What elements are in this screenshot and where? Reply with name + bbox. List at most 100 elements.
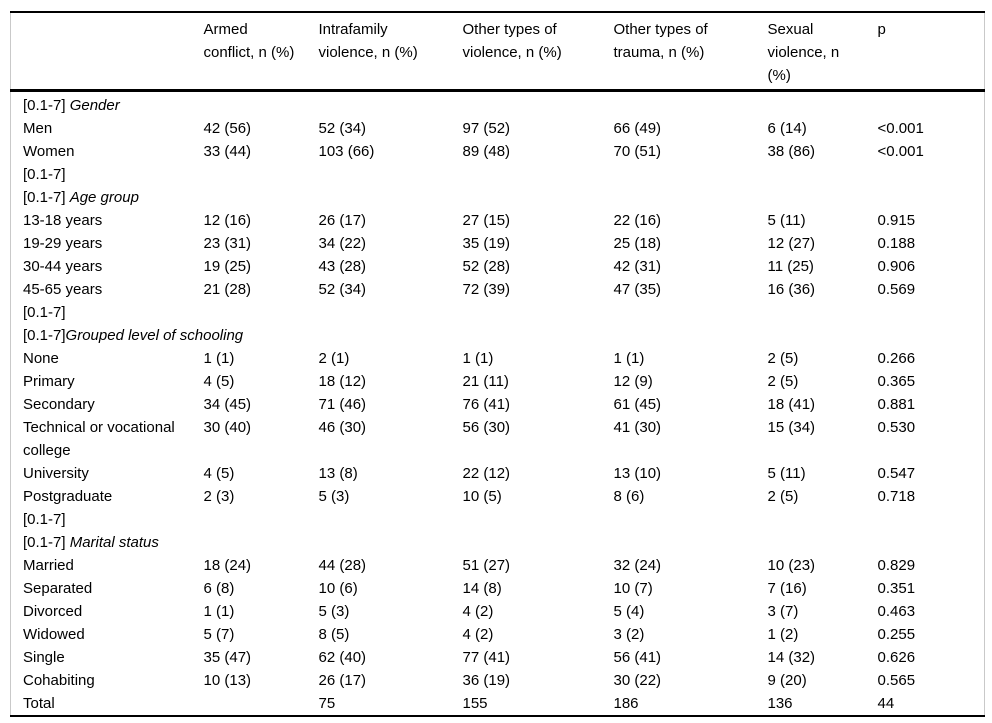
cell-value: 12 (27) [767,235,816,252]
cell-value: 44 [877,695,895,712]
column-header: p [877,21,886,38]
cell-value: 0.906 [877,258,916,275]
table-row: Postgraduate 2 (3) 5 (3) 10 (5) 8 (6) 2 (5) 0.… [11,485,985,508]
section-title: Age group [69,189,139,206]
cell-value: 30 (40) [203,419,252,436]
cell-value: 136 [767,695,793,712]
cell-value: 9 (20) [767,672,807,689]
cell-value: 12 (16) [203,212,252,229]
cell-value: 62 (40) [318,649,367,666]
column-header: Armed conflict, n (%) [203,21,295,61]
cell-value: 21 (28) [203,281,252,298]
row-label: 45-65 years [23,281,103,298]
row-label: Primary [23,373,75,390]
spacer-label: [0.1-7] [11,508,985,531]
cell-value: 43 (28) [318,258,367,275]
table-row: Separated 6 (8) 10 (6) 14 (8) 10 (7) 7 (16) 0.… [11,577,985,600]
bracket-prefix: [0.1-7] [23,97,70,114]
cell-value: 35 (47) [203,649,252,666]
cell-value: 51 (27) [462,557,511,574]
column-header: Other types of violence, n (%) [462,21,562,61]
cell-value: 0.547 [877,465,916,482]
cell-value: 0.188 [877,235,916,252]
cell-value: 13 (10) [613,465,662,482]
cell-value: 1 (1) [613,350,645,367]
bracket-prefix: [0.1-7] [23,304,66,321]
cell-value: 35 (19) [462,235,511,252]
cell-value: 3 (2) [613,626,645,643]
bracket-prefix: [0.1-7] [23,327,66,344]
table-row: Primary 4 (5) 18 (12) 21 (11) 12 (9) 2 (5) 0.3… [11,370,985,393]
cell-value: 18 (12) [318,373,367,390]
cell-value: 2 (5) [767,373,799,390]
cell-value: 36 (19) [462,672,511,689]
row-label: University [23,465,89,482]
cell-value: 0.266 [877,350,916,367]
cell-value: 13 (8) [318,465,358,482]
cell-value: 25 (18) [613,235,662,252]
cell-value: 52 (28) [462,258,511,275]
cell-value: 42 (31) [613,258,662,275]
cell-value: 44 (28) [318,557,367,574]
spacer-label: [0.1-7] [11,163,985,186]
cell-value: 56 (41) [613,649,662,666]
cell-value: 0.351 [877,580,916,597]
cell-value: 42 (56) [203,120,252,137]
cell-value: 18 (24) [203,557,252,574]
cell-value: 10 (6) [318,580,358,597]
cell-value: 7 (16) [767,580,807,597]
cell-value: 0.718 [877,488,916,505]
cell-value: 2 (1) [318,350,350,367]
cell-value: 41 (30) [613,419,662,436]
cell-value: 1 (1) [462,350,494,367]
cell-value: 21 (11) [462,373,509,390]
cell-value: 76 (41) [462,396,511,413]
cell-value: 22 (12) [462,465,511,482]
table-row: 30-44 years 19 (25) 43 (28) 52 (28) 42 (31) 1… [11,255,985,278]
cell-value: 2 (5) [767,350,799,367]
cell-value: 0.829 [877,557,916,574]
section-header-row: [0.1-7]Grouped level of schooling [11,324,985,347]
cell-value: 155 [462,695,488,712]
table-row: University 4 (5) 13 (8) 22 (12) 13 (10) 5 (11… [11,462,985,485]
cell-value: 5 (3) [318,603,350,620]
cell-value: 27 (15) [462,212,511,229]
header-row: Armed conflict, n (%) Intrafamily violenc… [10,12,985,91]
trauma-demographics-table: Armed conflict, n (%) Intrafamily violenc… [10,11,985,717]
section-header: [0.1-7]Grouped level of schooling [11,324,985,347]
cell-value: 186 [613,695,639,712]
cell-value: 10 (13) [203,672,252,689]
row-label: 19-29 years [23,235,103,252]
cell-value: 66 (49) [613,120,662,137]
cell-value: 1 (1) [203,350,235,367]
cell-value: 5 (11) [767,212,806,229]
cell-value: 71 (46) [318,396,367,413]
table-body: [0.1-7] Gender Men 42 (56) 52 (34) 97 (52) 66… [11,91,985,717]
cell-value: 1 (1) [203,603,235,620]
cell-value: 77 (41) [462,649,511,666]
cell-value: 89 (48) [462,143,511,160]
column-header: Sexual violence, n (%) [767,21,840,84]
cell-value: 30 (22) [613,672,662,689]
row-label: Postgraduate [23,488,113,505]
cell-value: 0.881 [877,396,916,413]
row-label: Total [23,695,55,712]
cell-value: 0.915 [877,212,916,229]
bracket-prefix: [0.1-7] [23,166,66,183]
cell-value: 23 (31) [203,235,252,252]
cell-value: 5 (4) [613,603,645,620]
section-title: Gender [69,97,120,114]
cell-value: 2 (5) [767,488,799,505]
cell-value: 33 (44) [203,143,252,160]
cell-value: 14 (32) [767,649,816,666]
cell-value: 2 (3) [203,488,235,505]
row-label: Separated [23,580,93,597]
row-label: 13-18 years [23,212,103,229]
spacer-row: [0.1-7] [11,508,985,531]
table-row: Secondary 34 (45) 71 (46) 76 (41) 61 (45) 18 … [11,393,985,416]
cell-value: 4 (2) [462,626,494,643]
row-label: Single [23,649,65,666]
cell-value: 5 (3) [318,488,350,505]
cell-value: 47 (35) [613,281,662,298]
